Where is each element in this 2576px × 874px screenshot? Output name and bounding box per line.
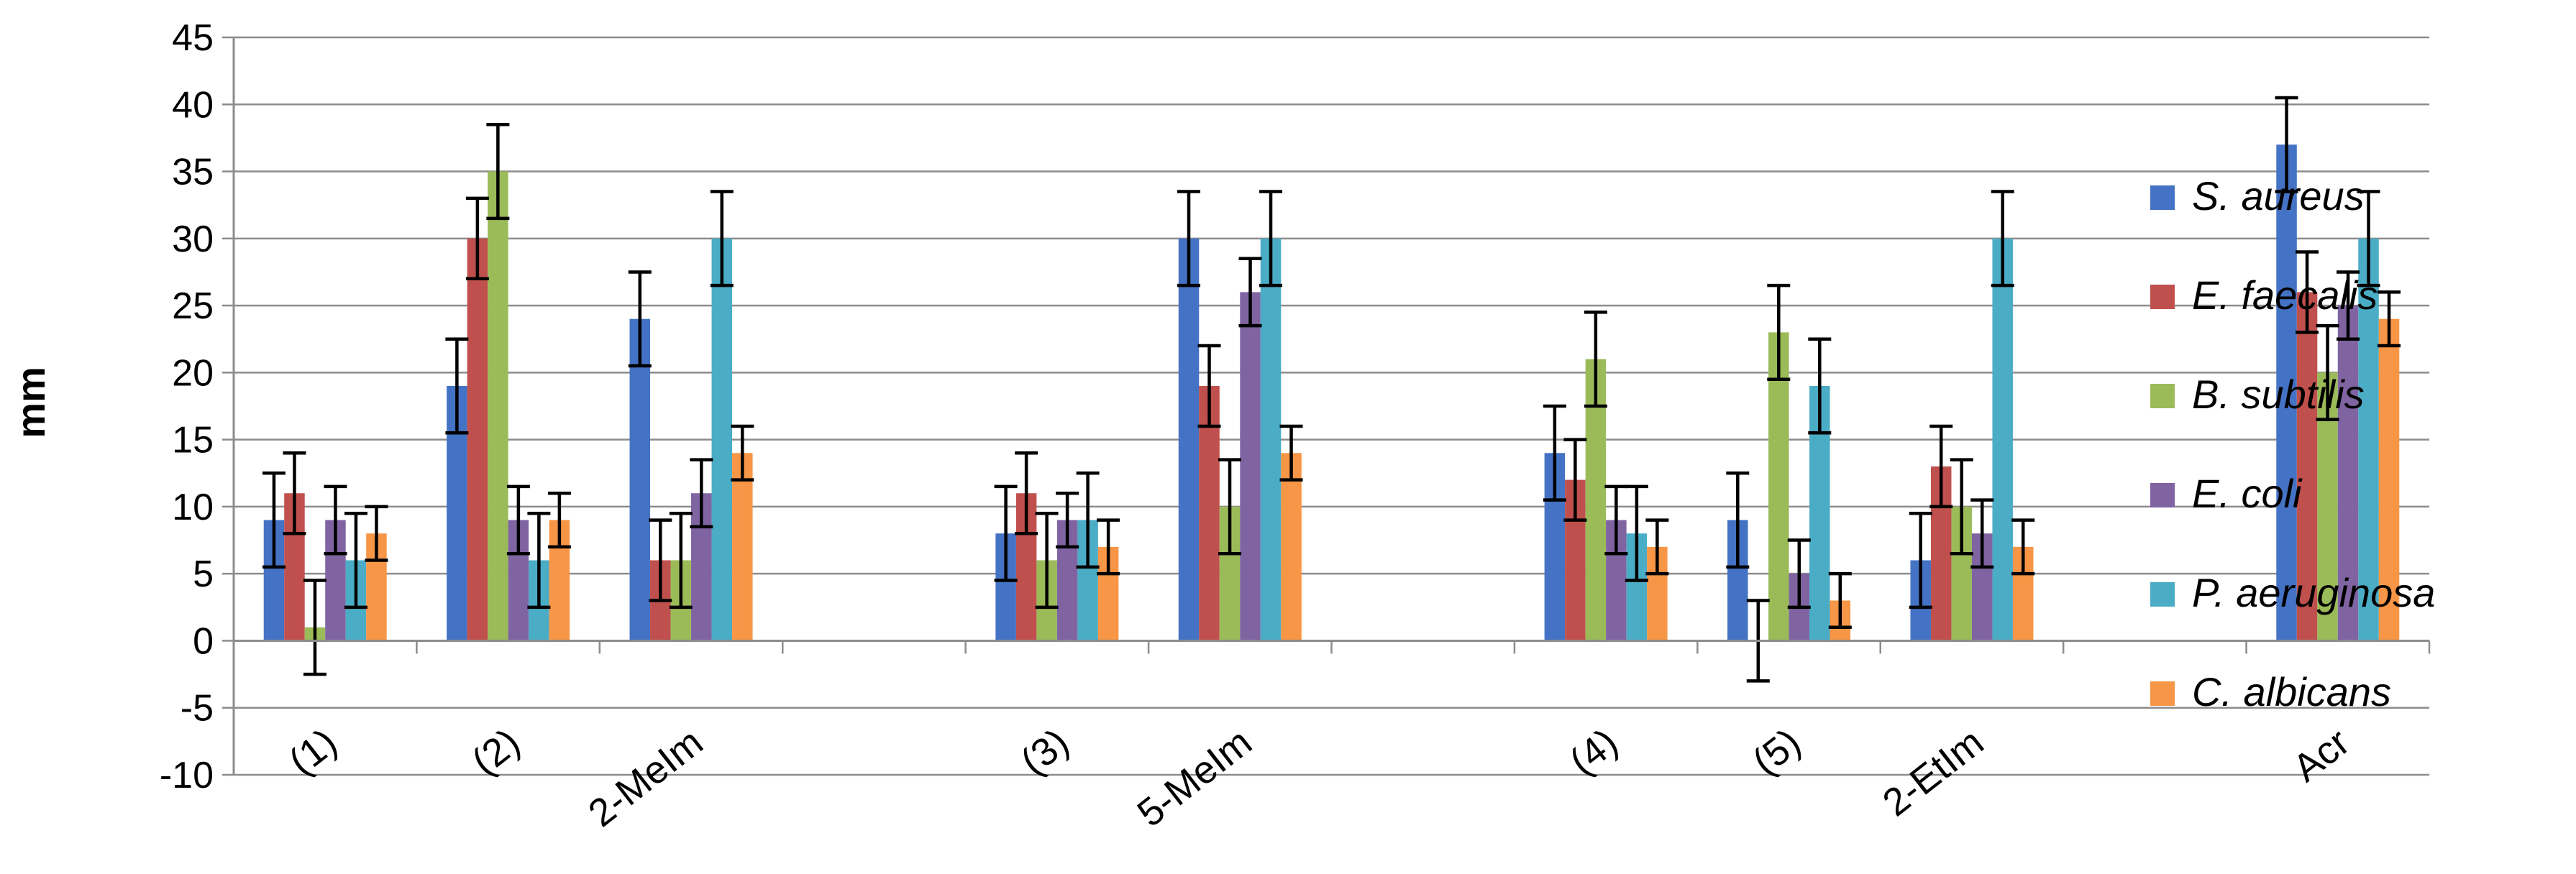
y-tick-label: 20 xyxy=(172,352,214,394)
legend-label: E. faecalis xyxy=(2192,272,2378,318)
bar-series-group xyxy=(263,144,2400,641)
bar xyxy=(1281,453,1302,641)
bar xyxy=(2378,318,2400,641)
bar xyxy=(488,171,508,641)
bar xyxy=(1260,238,1282,641)
bar xyxy=(732,453,753,641)
bar xyxy=(2296,292,2318,641)
bar xyxy=(2358,238,2379,641)
legend-swatch xyxy=(2150,185,2175,210)
legend-label: C. albicans xyxy=(2192,669,2391,714)
legend: S. aureus E. faecalis B. subtilis E. coli P.… xyxy=(2150,173,2435,714)
y-tick-label: 35 xyxy=(172,152,214,193)
y-tick-label: 15 xyxy=(172,420,214,461)
bar xyxy=(711,238,733,641)
error-bars-group xyxy=(262,96,2401,683)
axes-group xyxy=(222,36,2431,776)
y-tick-label: 30 xyxy=(172,218,214,260)
grid-lines xyxy=(234,36,2429,776)
legend-swatch xyxy=(2150,483,2175,507)
x-category-labels: (1) (2) 2-MeIm (3) 5-MeIm (4) (5) 2-EtIm Acr xyxy=(281,720,2358,835)
y-tick-label: 5 xyxy=(193,553,214,595)
legend-swatch xyxy=(2150,681,2175,706)
legend-label: B. subtilis xyxy=(2192,372,2365,417)
x-category-label: 2-MeIm xyxy=(580,720,711,835)
y-tick-label: 40 xyxy=(172,84,214,126)
legend-label: S. aureus xyxy=(2192,173,2365,218)
y-tick-label: 0 xyxy=(193,620,214,662)
bar xyxy=(1240,292,1261,641)
x-category-label: Acr xyxy=(2285,720,2357,790)
y-axis-label: mm xyxy=(8,367,53,438)
y-tick-label: 25 xyxy=(172,285,214,327)
bar xyxy=(1178,238,1200,641)
bar xyxy=(467,238,488,641)
legend-swatch xyxy=(2150,384,2175,408)
bar xyxy=(2276,144,2297,641)
legend-swatch xyxy=(2150,582,2175,607)
legend-label: E. coli xyxy=(2192,471,2303,516)
legend-label: P. aeruginosa xyxy=(2192,570,2435,615)
x-category-label: 5-MeIm xyxy=(1130,720,1260,835)
y-tick-label: -5 xyxy=(181,688,214,730)
bar xyxy=(629,318,651,641)
x-category-label: 2-EtIm xyxy=(1875,720,1991,824)
y-tick-label: 10 xyxy=(172,487,214,528)
bar xyxy=(1768,332,1789,641)
y-tick-labels: -10 -5 0 5 10 15 20 25 30 35 40 45 xyxy=(160,17,214,796)
y-tick-label: -10 xyxy=(160,755,214,796)
bar xyxy=(1992,238,2013,641)
legend-swatch xyxy=(2150,285,2175,309)
bar xyxy=(1199,386,1220,641)
bar xyxy=(2337,305,2359,641)
y-tick-label: 45 xyxy=(172,17,214,59)
